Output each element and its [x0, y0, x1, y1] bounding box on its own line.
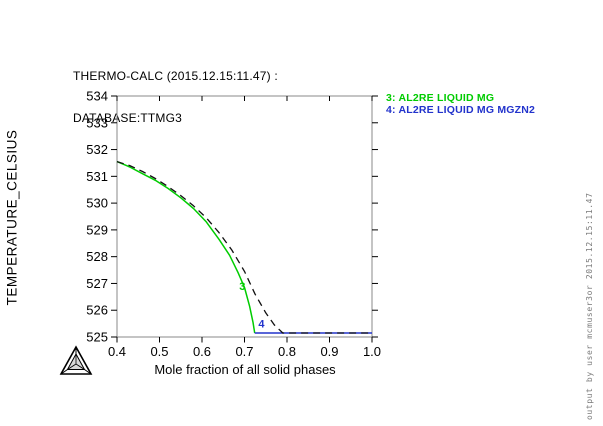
- y-tick-label: 531: [86, 169, 108, 184]
- y-axis-title: TEMPERATURE_CELSIUS: [4, 129, 20, 306]
- x-tick-label: 0.8: [278, 344, 296, 359]
- x-tick-label: 0.7: [235, 344, 253, 359]
- y-tick-label: 530: [86, 196, 108, 211]
- chart-legend: 3: AL2RE LIQUID MG 4: AL2RE LIQUID MG MG…: [386, 92, 535, 116]
- series-3-al2re-liquid-mg: [116, 160, 256, 334]
- y-tick-label: 528: [86, 249, 108, 264]
- x-tick-label: 0.4: [108, 344, 126, 359]
- plot-header: THERMO-CALC (2015.12.15:11.47) : DATABAS…: [73, 41, 278, 153]
- y-tick-label: 529: [86, 222, 108, 237]
- series-inline-label: 4: [258, 319, 265, 331]
- y-tick-label: 534: [86, 89, 108, 104]
- x-axis-title: Mole fraction of all solid phases: [154, 362, 336, 377]
- y-tick-label: 527: [86, 276, 108, 291]
- y-tick-label: 533: [86, 115, 108, 130]
- output-stamp-vertical-text: output by user mcmuser3or 2015.12.15:11.…: [585, 192, 594, 421]
- x-tick-label: 1.0: [363, 344, 381, 359]
- x-tick-label: 0.9: [320, 344, 338, 359]
- x-tick-label: 0.5: [150, 344, 168, 359]
- legend-item-4: 4: AL2RE LIQUID MG MGZN2: [386, 104, 536, 116]
- header-line-1: THERMO-CALC (2015.12.15:11.47) :: [73, 69, 278, 83]
- y-tick-label: 532: [86, 142, 108, 157]
- series-phase-boundary-dashed: [116, 160, 372, 334]
- plot-frame: [116, 95, 373, 338]
- y-tick-label: 526: [86, 303, 108, 318]
- legend-item-3: 3: AL2RE LIQUID MG: [386, 92, 495, 104]
- x-tick-label: 0.6: [193, 344, 211, 359]
- header-line-2: DATABASE:TTMG3: [73, 111, 183, 125]
- thermo-calc-logo-icon: [59, 345, 93, 375]
- series-inline-label: 3: [239, 281, 245, 293]
- y-tick-label: 525: [86, 330, 108, 345]
